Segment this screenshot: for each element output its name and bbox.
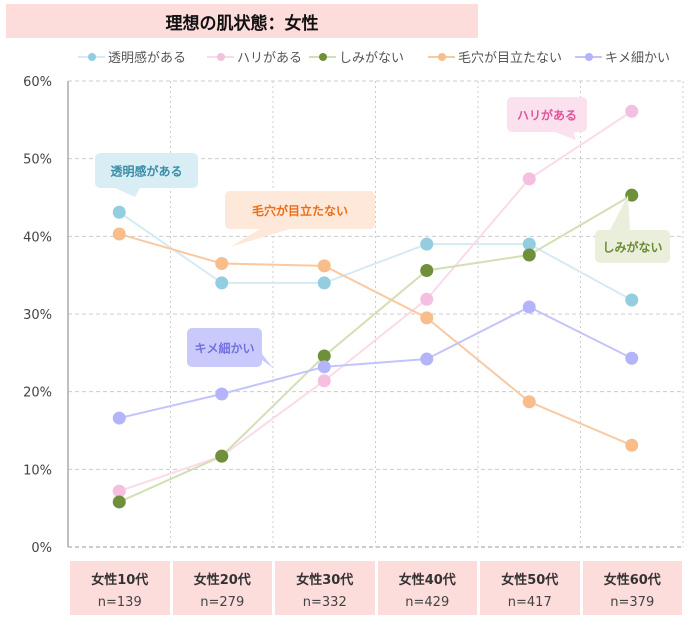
data-point: [112, 205, 126, 219]
y-tick-label: 30%: [23, 308, 52, 323]
legend-item: 透明感がある: [78, 50, 186, 66]
legend-label: しみがない: [339, 51, 404, 66]
x-category-label: 女性20代 n=279: [172, 561, 272, 615]
callout-text: しみがない: [602, 240, 662, 255]
data-point: [215, 276, 229, 290]
x-category-label: 女性40代 n=429: [377, 561, 477, 615]
data-point: [625, 104, 639, 118]
data-point: [420, 264, 434, 278]
data-point: [625, 438, 639, 452]
sample-size: n=379: [610, 595, 655, 610]
callout-tail: [610, 195, 630, 230]
category-name: 女性40代: [398, 573, 456, 588]
data-point: [420, 292, 434, 306]
callout-tail: [115, 188, 140, 197]
legend-item: 毛穴が目立たない: [428, 51, 562, 66]
callout-label: 毛穴が目立たない: [225, 191, 375, 247]
data-point: [317, 360, 331, 374]
legend-item: しみがない: [309, 51, 404, 66]
data-point: [522, 248, 536, 262]
callout-text: 透明感がある: [110, 164, 182, 179]
legend-marker: [217, 53, 225, 61]
data-point: [215, 387, 229, 401]
x-category-label: 女性30代 n=332: [275, 561, 375, 615]
data-point: [317, 349, 331, 363]
category-name: 女性50代: [501, 573, 559, 588]
callout-text: 毛穴が目立たない: [252, 203, 348, 218]
data-point: [420, 237, 434, 251]
legend-marker: [438, 53, 446, 61]
data-point: [420, 352, 434, 366]
sample-size: n=417: [507, 595, 552, 610]
callout-box: [507, 97, 587, 132]
legend-item: ハリがある: [207, 51, 302, 66]
legend-marker: [319, 53, 327, 61]
data-point: [522, 172, 536, 186]
data-point: [215, 449, 229, 463]
data-point: [522, 237, 536, 251]
callout-text: キメ細かい: [194, 341, 254, 356]
callout-box: [95, 153, 198, 188]
callout-tail: [230, 229, 290, 247]
data-point: [522, 300, 536, 314]
data-point: [625, 293, 639, 307]
series-line: [118, 233, 633, 447]
y-tick-label: 40%: [23, 230, 52, 245]
sample-size: n=279: [200, 595, 245, 610]
sample-size: n=332: [302, 595, 347, 610]
data-point: [112, 227, 126, 241]
data-point: [112, 495, 126, 509]
legend-label: ハリがある: [237, 51, 302, 66]
legend-marker: [88, 53, 96, 61]
category-name: 女性10代: [91, 573, 149, 588]
x-category-label: 女性50代 n=417: [480, 561, 580, 615]
data-point: [317, 374, 331, 388]
series-line: [118, 194, 633, 503]
x-category-label: 女性60代 n=379: [582, 561, 682, 615]
data-point: [112, 411, 126, 425]
sample-size: n=429: [405, 595, 450, 610]
legend-label: キメ細かい: [605, 51, 670, 66]
chart-title: 理想の肌状態：女性: [6, 4, 478, 38]
callout-label: ハリがある: [507, 97, 587, 140]
data-point: [625, 351, 639, 365]
category-name: 女性20代: [193, 573, 251, 588]
category-name: 女性60代: [603, 573, 661, 588]
legend-marker: [585, 53, 593, 61]
callout-box: [595, 230, 670, 263]
callout-text: ハリがある: [517, 108, 577, 123]
data-point: [522, 395, 536, 409]
x-category-label: 女性10代 n=139: [70, 561, 170, 615]
y-tick-label: 20%: [23, 386, 52, 401]
sample-size: n=139: [97, 595, 142, 610]
legend-label: 透明感がある: [108, 50, 186, 66]
y-tick-label: 0%: [31, 541, 52, 556]
data-point: [420, 311, 434, 325]
series-line: [118, 211, 633, 301]
callout-box: [225, 191, 375, 229]
y-tick-label: 10%: [23, 463, 52, 478]
y-tick-label: 60%: [23, 75, 52, 90]
data-point: [215, 257, 229, 271]
legend-item: キメ細かい: [575, 51, 670, 66]
series-line: [118, 110, 633, 493]
data-point: [625, 188, 639, 202]
series-line: [119, 305, 633, 420]
callout-box: [187, 328, 262, 367]
category-name: 女性30代: [296, 573, 354, 588]
y-tick-label: 50%: [23, 153, 52, 168]
callout-label: キメ細かい: [187, 328, 273, 368]
callout-label: しみがない: [595, 195, 670, 263]
data-point: [317, 259, 331, 273]
data-point: [317, 276, 331, 290]
legend-label: 毛穴が目立たない: [458, 51, 562, 66]
data-point: [112, 484, 126, 498]
callout-label: 透明感がある: [95, 153, 198, 197]
